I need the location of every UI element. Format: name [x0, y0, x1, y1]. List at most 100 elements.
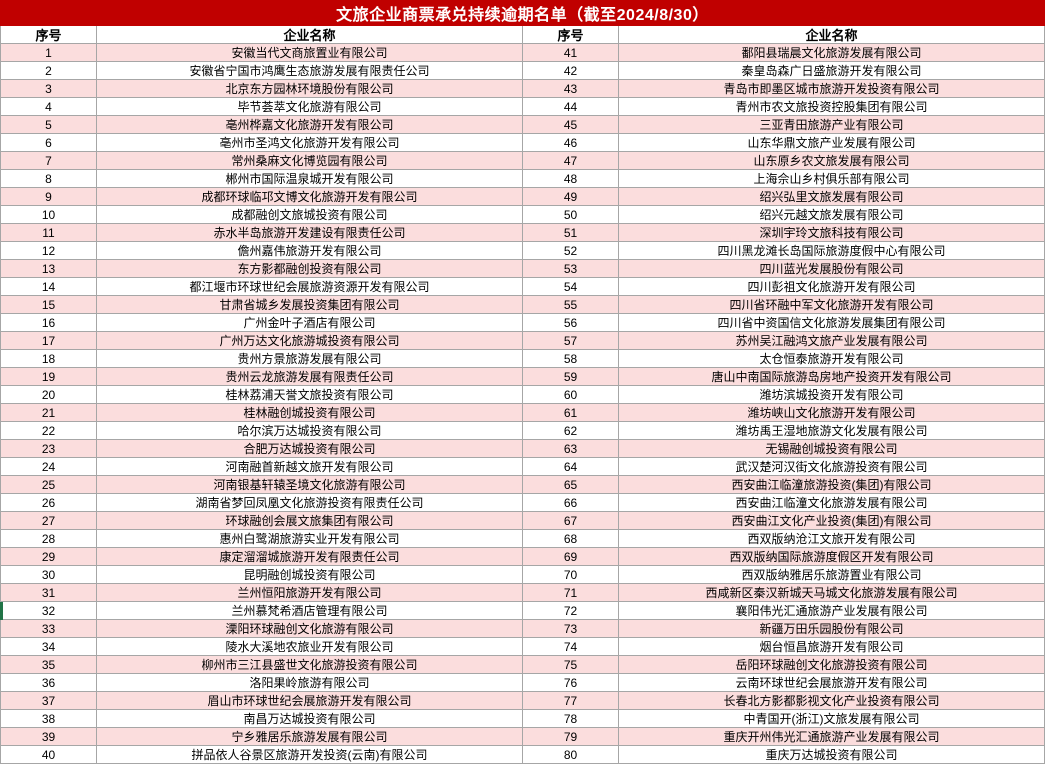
cell-index-right[interactable]: 77 — [523, 692, 619, 710]
cell-index-left[interactable]: 27 — [1, 512, 97, 530]
cell-company-right[interactable]: 重庆开州伟光汇通旅游产业发展有限公司 — [619, 728, 1045, 746]
cell-company-left[interactable]: 湖南省梦回凤凰文化旅游投资有限责任公司 — [97, 494, 523, 512]
cell-index-left[interactable]: 17 — [1, 332, 97, 350]
cell-index-right[interactable]: 43 — [523, 80, 619, 98]
cell-company-left[interactable]: 毕节荟萃文化旅游有限公司 — [97, 98, 523, 116]
cell-company-left[interactable]: 眉山市环球世纪会展旅游开发有限公司 — [97, 692, 523, 710]
cell-index-left[interactable]: 1 — [1, 44, 97, 62]
cell-index-left[interactable]: 26 — [1, 494, 97, 512]
cell-index-right[interactable]: 63 — [523, 440, 619, 458]
cell-company-left[interactable]: 哈尔滨万达城投资有限公司 — [97, 422, 523, 440]
cell-company-left[interactable]: 桂林融创城投资有限公司 — [97, 404, 523, 422]
cell-index-right[interactable]: 50 — [523, 206, 619, 224]
cell-index-right[interactable]: 59 — [523, 368, 619, 386]
cell-index-left[interactable]: 24 — [1, 458, 97, 476]
cell-company-right[interactable]: 潍坊禹王湿地旅游文化发展有限公司 — [619, 422, 1045, 440]
cell-company-left[interactable]: 惠州白鹭湖旅游实业开发有限公司 — [97, 530, 523, 548]
cell-company-left[interactable]: 桂林荔浦天誉文旅投资有限公司 — [97, 386, 523, 404]
cell-company-left[interactable]: 赤水半岛旅游开发建设有限责任公司 — [97, 224, 523, 242]
cell-company-left[interactable]: 溧阳环球融创文化旅游有限公司 — [97, 620, 523, 638]
cell-index-right[interactable]: 52 — [523, 242, 619, 260]
cell-index-right[interactable]: 60 — [523, 386, 619, 404]
cell-index-left[interactable]: 11 — [1, 224, 97, 242]
cell-index-left[interactable]: 14 — [1, 278, 97, 296]
cell-index-right[interactable]: 56 — [523, 314, 619, 332]
cell-company-right[interactable]: 西安曲江临潼文化旅游发展有限公司 — [619, 494, 1045, 512]
cell-index-left[interactable]: 16 — [1, 314, 97, 332]
cell-company-right[interactable]: 秦皇岛森广日盛旅游开发有限公司 — [619, 62, 1045, 80]
cell-company-right[interactable]: 襄阳伟光汇通旅游产业发展有限公司 — [619, 602, 1045, 620]
cell-company-left[interactable]: 兰州慕梵希酒店管理有限公司 — [97, 602, 523, 620]
cell-company-right[interactable]: 苏州吴江融鸿文旅产业发展有限公司 — [619, 332, 1045, 350]
cell-company-right[interactable]: 长春北方影都影视文化产业投资有限公司 — [619, 692, 1045, 710]
column-header-index-right[interactable]: 序号 — [523, 26, 619, 44]
cell-company-left[interactable]: 郴州市国际温泉城开发有限公司 — [97, 170, 523, 188]
cell-index-left[interactable]: 18 — [1, 350, 97, 368]
column-header-name-left[interactable]: 企业名称 — [97, 26, 523, 44]
cell-index-left[interactable]: 30 — [1, 566, 97, 584]
cell-index-right[interactable]: 55 — [523, 296, 619, 314]
cell-index-left[interactable]: 35 — [1, 656, 97, 674]
cell-index-left[interactable]: 31 — [1, 584, 97, 602]
cell-company-right[interactable]: 深圳宇玲文旅科技有限公司 — [619, 224, 1045, 242]
cell-index-left[interactable]: 2 — [1, 62, 97, 80]
cell-company-right[interactable]: 无锡融创城投资有限公司 — [619, 440, 1045, 458]
cell-index-right[interactable]: 76 — [523, 674, 619, 692]
cell-index-right[interactable]: 78 — [523, 710, 619, 728]
cell-company-left[interactable]: 亳州桦嘉文化旅游开发有限公司 — [97, 116, 523, 134]
cell-company-left[interactable]: 安徽当代文商旅置业有限公司 — [97, 44, 523, 62]
cell-company-left[interactable]: 成都环球临邛文博文化旅游开发有限公司 — [97, 188, 523, 206]
cell-company-left[interactable]: 合肥万达城投资有限公司 — [97, 440, 523, 458]
cell-index-left[interactable]: 22 — [1, 422, 97, 440]
cell-company-left[interactable]: 都江堰市环球世纪会展旅游资源开发有限公司 — [97, 278, 523, 296]
cell-company-right[interactable]: 西安曲江文化产业投资(集团)有限公司 — [619, 512, 1045, 530]
cell-index-left[interactable]: 20 — [1, 386, 97, 404]
cell-company-right[interactable]: 上海佘山乡村俱乐部有限公司 — [619, 170, 1045, 188]
cell-index-left[interactable]: 12 — [1, 242, 97, 260]
cell-index-left[interactable]: 36 — [1, 674, 97, 692]
cell-company-right[interactable]: 山东华鼎文旅产业发展有限公司 — [619, 134, 1045, 152]
cell-index-left[interactable]: 7 — [1, 152, 97, 170]
cell-company-right[interactable]: 中青国开(浙江)文旅发展有限公司 — [619, 710, 1045, 728]
cell-company-right[interactable]: 青岛市即墨区城市旅游开发投资有限公司 — [619, 80, 1045, 98]
cell-index-left[interactable]: 3 — [1, 80, 97, 98]
cell-index-right[interactable]: 65 — [523, 476, 619, 494]
cell-index-right[interactable]: 71 — [523, 584, 619, 602]
cell-company-right[interactable]: 四川蓝光发展股份有限公司 — [619, 260, 1045, 278]
cell-index-right[interactable]: 62 — [523, 422, 619, 440]
cell-index-left[interactable]: 6 — [1, 134, 97, 152]
cell-index-left[interactable]: 4 — [1, 98, 97, 116]
cell-company-left[interactable]: 环球融创会展文旅集团有限公司 — [97, 512, 523, 530]
cell-company-right[interactable]: 三亚青田旅游产业有限公司 — [619, 116, 1045, 134]
cell-index-right[interactable]: 70 — [523, 566, 619, 584]
cell-index-left[interactable]: 8 — [1, 170, 97, 188]
cell-index-left[interactable]: 39 — [1, 728, 97, 746]
cell-index-right[interactable]: 79 — [523, 728, 619, 746]
cell-index-right[interactable]: 54 — [523, 278, 619, 296]
cell-index-right[interactable]: 47 — [523, 152, 619, 170]
cell-index-right[interactable]: 57 — [523, 332, 619, 350]
cell-index-left[interactable]: 9 — [1, 188, 97, 206]
cell-index-right[interactable]: 42 — [523, 62, 619, 80]
cell-company-left[interactable]: 常州桑麻文化博览园有限公司 — [97, 152, 523, 170]
cell-company-right[interactable]: 山东原乡农文旅发展有限公司 — [619, 152, 1045, 170]
cell-company-left[interactable]: 河南银基轩辕圣境文化旅游有限公司 — [97, 476, 523, 494]
cell-company-right[interactable]: 潍坊滨城投资开发有限公司 — [619, 386, 1045, 404]
cell-company-left[interactable]: 亳州市圣鸿文化旅游开发有限公司 — [97, 134, 523, 152]
cell-index-right[interactable]: 45 — [523, 116, 619, 134]
cell-company-left[interactable]: 成都融创文旅城投资有限公司 — [97, 206, 523, 224]
cell-index-right[interactable]: 44 — [523, 98, 619, 116]
column-header-index-left[interactable]: 序号 — [1, 26, 97, 44]
cell-index-left[interactable]: 33 — [1, 620, 97, 638]
cell-company-left[interactable]: 广州金叶子酒店有限公司 — [97, 314, 523, 332]
cell-company-right[interactable]: 绍兴弘里文旅发展有限公司 — [619, 188, 1045, 206]
cell-index-left[interactable]: 10 — [1, 206, 97, 224]
cell-index-right[interactable]: 53 — [523, 260, 619, 278]
cell-index-left[interactable]: 34 — [1, 638, 97, 656]
cell-index-right[interactable]: 41 — [523, 44, 619, 62]
cell-index-left[interactable]: 40 — [1, 746, 97, 764]
cell-index-left[interactable]: 29 — [1, 548, 97, 566]
cell-index-left[interactable]: 21 — [1, 404, 97, 422]
cell-index-right[interactable]: 75 — [523, 656, 619, 674]
cell-company-left[interactable]: 陵水大溪地农旅业开发有限公司 — [97, 638, 523, 656]
